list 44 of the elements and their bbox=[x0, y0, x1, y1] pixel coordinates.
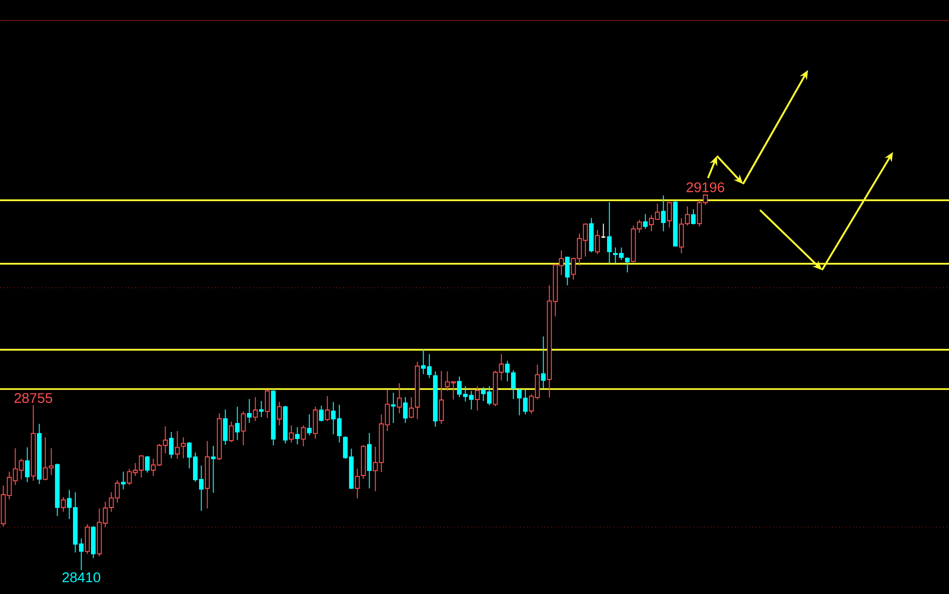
candlestick bbox=[661, 194, 666, 232]
candlestick bbox=[223, 409, 228, 446]
candlestick bbox=[505, 360, 510, 382]
candlestick bbox=[541, 336, 546, 389]
candlestick bbox=[565, 256, 570, 286]
candlestick bbox=[169, 432, 174, 459]
candlestick bbox=[396, 382, 402, 414]
candlestick bbox=[354, 468, 360, 499]
candlestick bbox=[391, 392, 396, 424]
candlestick bbox=[666, 202, 672, 228]
candlestick bbox=[511, 370, 516, 400]
candlestick bbox=[145, 455, 150, 474]
candlestick bbox=[594, 229, 600, 255]
candlestick bbox=[300, 424, 306, 447]
candlestick bbox=[174, 430, 180, 460]
candlestick bbox=[240, 410, 246, 446]
candlestick bbox=[264, 388, 270, 419]
candlestick bbox=[295, 426, 300, 445]
candlestick bbox=[319, 405, 324, 422]
candlestick bbox=[643, 214, 648, 230]
candlestick bbox=[235, 406, 240, 441]
candlestick bbox=[276, 401, 282, 426]
candlestick bbox=[211, 445, 216, 494]
candlestick bbox=[288, 424, 294, 443]
candlestick bbox=[259, 400, 264, 418]
annotation: 28755 bbox=[14, 393, 52, 403]
annotation: 28410 bbox=[62, 572, 100, 582]
candlestick bbox=[403, 396, 408, 424]
candlestick bbox=[691, 208, 696, 226]
candlestick bbox=[408, 396, 414, 419]
candlestick bbox=[307, 414, 312, 436]
candlestick bbox=[121, 471, 126, 490]
candlestick bbox=[312, 406, 318, 440]
candlestick bbox=[24, 446, 30, 483]
candlestick bbox=[438, 370, 444, 424]
candlestick bbox=[228, 421, 234, 442]
candlestick bbox=[252, 396, 258, 422]
candlestick bbox=[607, 202, 612, 264]
candlestick bbox=[324, 396, 330, 422]
candlestick bbox=[60, 496, 66, 512]
candlestick bbox=[247, 398, 252, 424]
annotation: 29196 bbox=[686, 182, 724, 192]
candlestick bbox=[180, 436, 186, 459]
candlestick bbox=[474, 386, 480, 411]
